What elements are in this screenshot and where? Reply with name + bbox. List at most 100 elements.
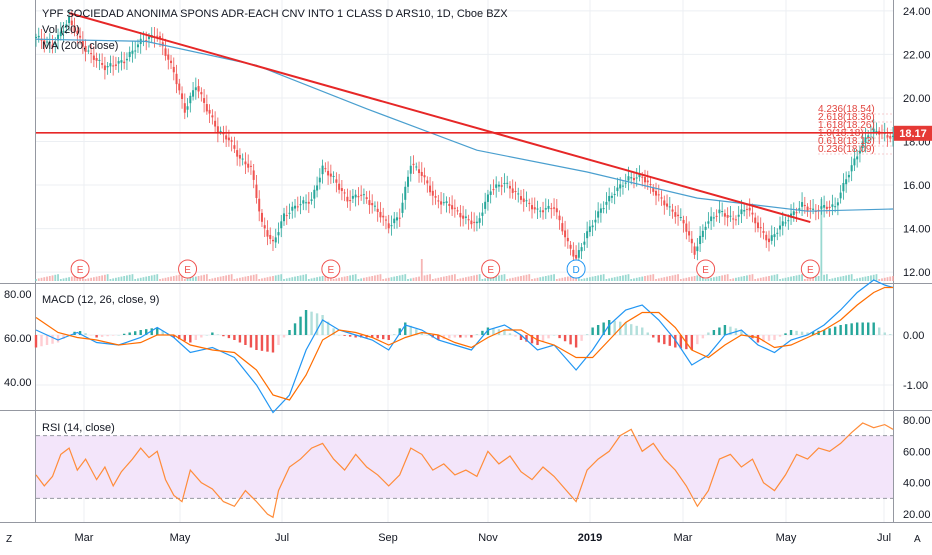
candle-body [175, 73, 178, 85]
volume-bar [718, 276, 721, 281]
candle-body [76, 30, 79, 34]
candle-body [831, 204, 834, 207]
volume-bar [704, 279, 707, 281]
candle-body [51, 44, 54, 48]
macd-histogram-bar [756, 335, 760, 343]
candle-body [528, 202, 531, 204]
candle-body [867, 135, 870, 138]
candle-body [236, 150, 239, 157]
volume-bar [533, 278, 536, 281]
macd-histogram-bar [563, 335, 567, 342]
candle-body [594, 219, 597, 223]
volume-bar [418, 276, 420, 281]
volume-bar [743, 276, 746, 281]
volume-bar [693, 276, 696, 281]
macd-histogram-bar [387, 335, 390, 340]
candle-body [125, 58, 128, 61]
macd-histogram-bar [806, 332, 809, 335]
macd-histogram-bar [591, 327, 594, 335]
macd-histogram-bar [718, 327, 721, 335]
volume-bar [338, 277, 341, 281]
candle-body [462, 215, 465, 219]
macd-histogram-bar [238, 335, 242, 343]
candle-body [420, 171, 423, 176]
candle-body [707, 221, 710, 224]
candle-body [690, 238, 693, 244]
last-price-tag [894, 125, 932, 141]
macd-histogram-bar [128, 332, 131, 335]
volume-bar [462, 277, 465, 281]
volume-bar [128, 274, 131, 281]
candle-body [395, 217, 398, 221]
macd-histogram-bar [89, 335, 93, 336]
candle-body [828, 206, 831, 209]
last-price-value: 18.17 [899, 128, 927, 140]
macd-histogram-bar [200, 335, 203, 338]
candle-body [128, 51, 131, 58]
candle-body [624, 182, 627, 184]
candle-body [583, 241, 586, 245]
candle-body [765, 234, 768, 241]
volume-bar [197, 276, 200, 281]
volume-bar [263, 277, 266, 281]
candle-body [759, 227, 762, 229]
candle-body [68, 16, 71, 24]
zoom-button[interactable]: Z [6, 534, 13, 545]
macd-histogram-bar [415, 329, 418, 335]
volume-bar [87, 278, 90, 281]
candle-body [619, 184, 622, 189]
time-axis-tick: 2019 [578, 532, 602, 544]
macd-histogram-bar [822, 330, 826, 335]
volume-bar [765, 276, 768, 281]
volume-bar [137, 278, 139, 281]
volume-bar [134, 279, 137, 281]
candle-body [434, 196, 437, 198]
candle-body [671, 209, 674, 212]
volume-bar [627, 274, 630, 281]
volume-bar [600, 274, 602, 281]
fib-level-label: 1.618(18.26) [818, 120, 875, 131]
candle-body [423, 175, 426, 178]
volume-bar [219, 276, 222, 281]
macd-histogram-bar [348, 335, 352, 337]
volume-bar [679, 279, 682, 281]
macd-histogram-bar [95, 335, 98, 338]
macd-left-axis-tick: 40.00 [4, 377, 32, 389]
macd-histogram-bar [134, 331, 137, 335]
time-axis-tick: Sep [378, 532, 398, 544]
macd-histogram-bar [266, 335, 269, 352]
macd-histogram-bar [861, 322, 864, 335]
volume-bar [404, 274, 407, 281]
candle-body [506, 182, 509, 184]
volume-bar [489, 277, 492, 281]
candle-body [222, 133, 225, 135]
volume-bar [814, 276, 817, 281]
volume-bar [211, 278, 214, 281]
volume-bar [795, 275, 798, 281]
macd-histogram-bar [778, 335, 782, 337]
candle-body [555, 208, 558, 213]
volume-bar [398, 275, 401, 281]
volume-bar [616, 276, 619, 281]
candle-body [70, 20, 73, 25]
volume-bar [46, 276, 48, 281]
auto-scale-button[interactable]: A [914, 534, 921, 545]
candle-body [558, 215, 561, 221]
volume-bar [368, 276, 371, 281]
candle-body [889, 136, 892, 139]
macd-histogram-bar [227, 335, 231, 339]
volume-bar [688, 277, 690, 281]
volume-bar [440, 277, 442, 281]
volume-bar [644, 276, 646, 281]
fib-level-label: 2.618(18.36) [818, 112, 875, 123]
macd-histogram-bar [470, 335, 473, 338]
macd-histogram-bar [530, 335, 534, 344]
volume-bar [630, 279, 633, 281]
candle-body [850, 165, 853, 172]
volume-bar [875, 274, 878, 281]
candle-body [779, 225, 782, 230]
volume-bar [183, 279, 186, 281]
candle-body [164, 48, 167, 56]
